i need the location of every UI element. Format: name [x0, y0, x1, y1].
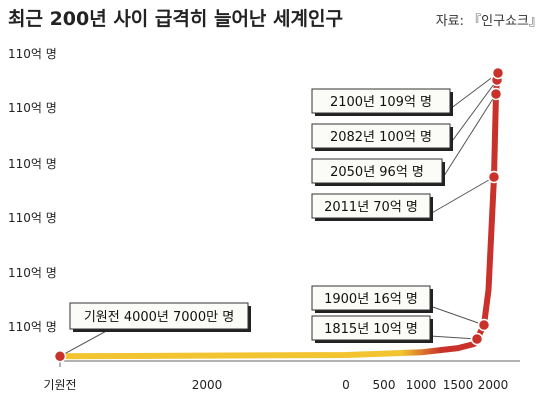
annotation-leader-line [429, 176, 495, 215]
callout-box [311, 158, 443, 184]
annotation-leader-line [441, 93, 497, 180]
annotation-label: 2050년 96억 명 [330, 165, 424, 180]
annotation-leader-line [449, 72, 499, 110]
y-tick-label: 110억 명 [8, 320, 57, 334]
y-tick-label: 110억 명 [8, 211, 57, 225]
data-point-marker [470, 332, 484, 346]
annotation-label: 기원전 4000년 7000만 명 [84, 310, 234, 325]
data-point-marker [53, 350, 67, 363]
callout-box [311, 88, 451, 114]
annotation-leader-line [449, 79, 498, 145]
data-point-marker [477, 318, 491, 332]
annotation-label: 2082년 100억 명 [330, 130, 432, 145]
x-tick-label: 0 [342, 378, 350, 392]
x-tick-label: 500 [373, 378, 396, 392]
x-tick-label: 1000 [406, 378, 437, 392]
y-tick-label: 110억 명 [8, 47, 57, 61]
annotation-leader-line [59, 328, 111, 357]
callout-box [69, 302, 249, 330]
annotation-leader-line [429, 335, 478, 340]
callout-box [311, 193, 431, 219]
callout-box [311, 123, 451, 149]
x-tick-label: 1500 [443, 378, 474, 392]
x-axis-labels: 기원전 2000 0 500 1000 1500 2000 [43, 378, 508, 392]
x-tick-label: 기원전 [43, 378, 76, 392]
annotation-label: 1900년 16억 명 [324, 292, 418, 307]
x-tick-label: 2000 [192, 378, 223, 392]
data-markers [53, 66, 505, 363]
data-point-marker [491, 66, 505, 80]
callout-box [311, 315, 431, 341]
annotation-label: 1815년 10억 명 [324, 322, 418, 337]
annotation-callouts: 기원전 4000년 7000만 명 1815년 10억 명 1900년 16억 명 2… [69, 88, 453, 343]
y-tick-label: 110억 명 [8, 101, 57, 115]
y-axis-labels: 110억 명 110억 명 110억 명 110억 명 110억 명 110억 명 [8, 47, 57, 334]
y-tick-label: 110억 명 [8, 157, 57, 171]
x-tick-label: 2000 [478, 378, 509, 392]
chart-source: 자료: 『인구쇼크』 [436, 14, 542, 29]
annotation-label: 2011년 70억 명 [324, 200, 418, 215]
callout-box [311, 285, 431, 311]
annotation-label: 2100년 109억 명 [330, 95, 432, 110]
annotation-leaders [59, 72, 499, 357]
annotation-leader-line [429, 305, 485, 326]
y-tick-label: 110억 명 [8, 266, 57, 280]
data-point-marker [489, 87, 503, 101]
chart-title: 최근 200년 사이 급격히 늘어난 세계인구 [8, 8, 343, 30]
data-point-marker [487, 170, 501, 184]
